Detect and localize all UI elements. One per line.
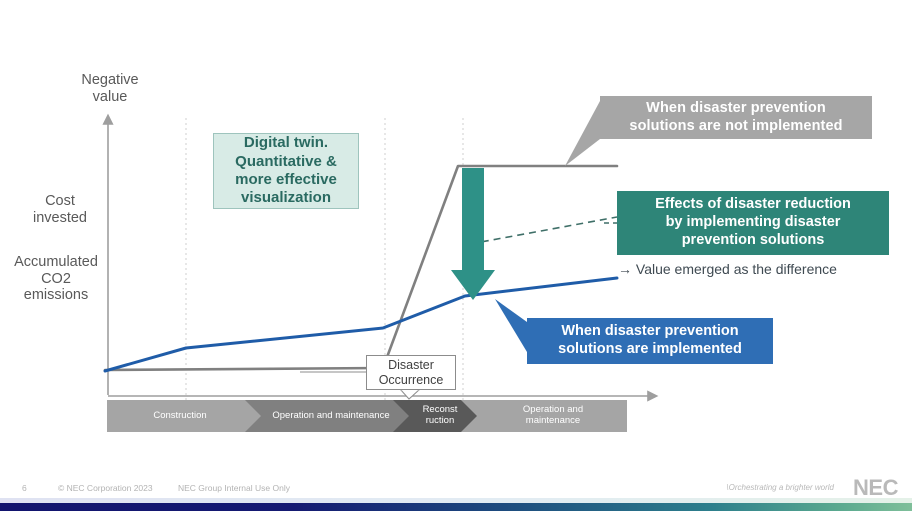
footer-tagline: \Orchestrating a brighter world — [726, 483, 834, 492]
series-implemented — [103, 276, 619, 373]
callout-disaster-occurrence: Disaster Occurrence — [366, 355, 456, 390]
disaster-box-tail — [398, 388, 422, 400]
footer-soft-gradient — [0, 498, 912, 503]
process-step-construction: Construction — [153, 409, 207, 421]
difference-arrow-icon — [451, 168, 495, 300]
axis-lines — [102, 113, 659, 402]
series-effects-dashed — [469, 216, 618, 245]
process-step-reconstruction: Reconst ruction — [422, 404, 458, 426]
process-chevron-shapes — [107, 400, 627, 432]
slide-footer: 6 © NEC Corporation 2023 NEC Group Inter… — [0, 475, 912, 501]
callout-digital-twin: Digital twin. Quantitative & more effect… — [213, 133, 359, 209]
series-not-implemented — [103, 164, 619, 372]
callout-implemented: When disaster prevention solutions are i… — [527, 318, 773, 364]
footer-page-number: 6 — [22, 483, 27, 493]
footer-confidentiality: NEC Group Internal Use Only — [178, 483, 290, 493]
footer-gradient-bar — [0, 503, 912, 511]
callout-tail-implemented — [495, 299, 527, 352]
value-emerged-note: → Value emerged as the difference — [618, 261, 837, 277]
axis-label-accumulated-co2: Accumulated CO2 emissions — [14, 254, 98, 304]
process-step-operation-maintenance-2: Operation and maintenance — [522, 404, 584, 426]
axis-label-cost-invested: Cost invested — [32, 193, 87, 226]
callout-effects-of-disaster-reduction: Effects of disaster reduction by impleme… — [617, 191, 889, 255]
process-chevron-bar: Construction Operation and maintenance R… — [107, 400, 627, 432]
axis-label-negative-value: Negative value — [81, 72, 139, 105]
nec-logo: NEC — [853, 475, 898, 500]
callout-not-implemented: When disaster prevention solutions are n… — [600, 96, 872, 139]
footer-copyright: © NEC Corporation 2023 — [58, 483, 153, 493]
callout-tail-not-implemented — [565, 101, 600, 166]
process-step-operation-maintenance-1: Operation and maintenance — [272, 409, 390, 421]
